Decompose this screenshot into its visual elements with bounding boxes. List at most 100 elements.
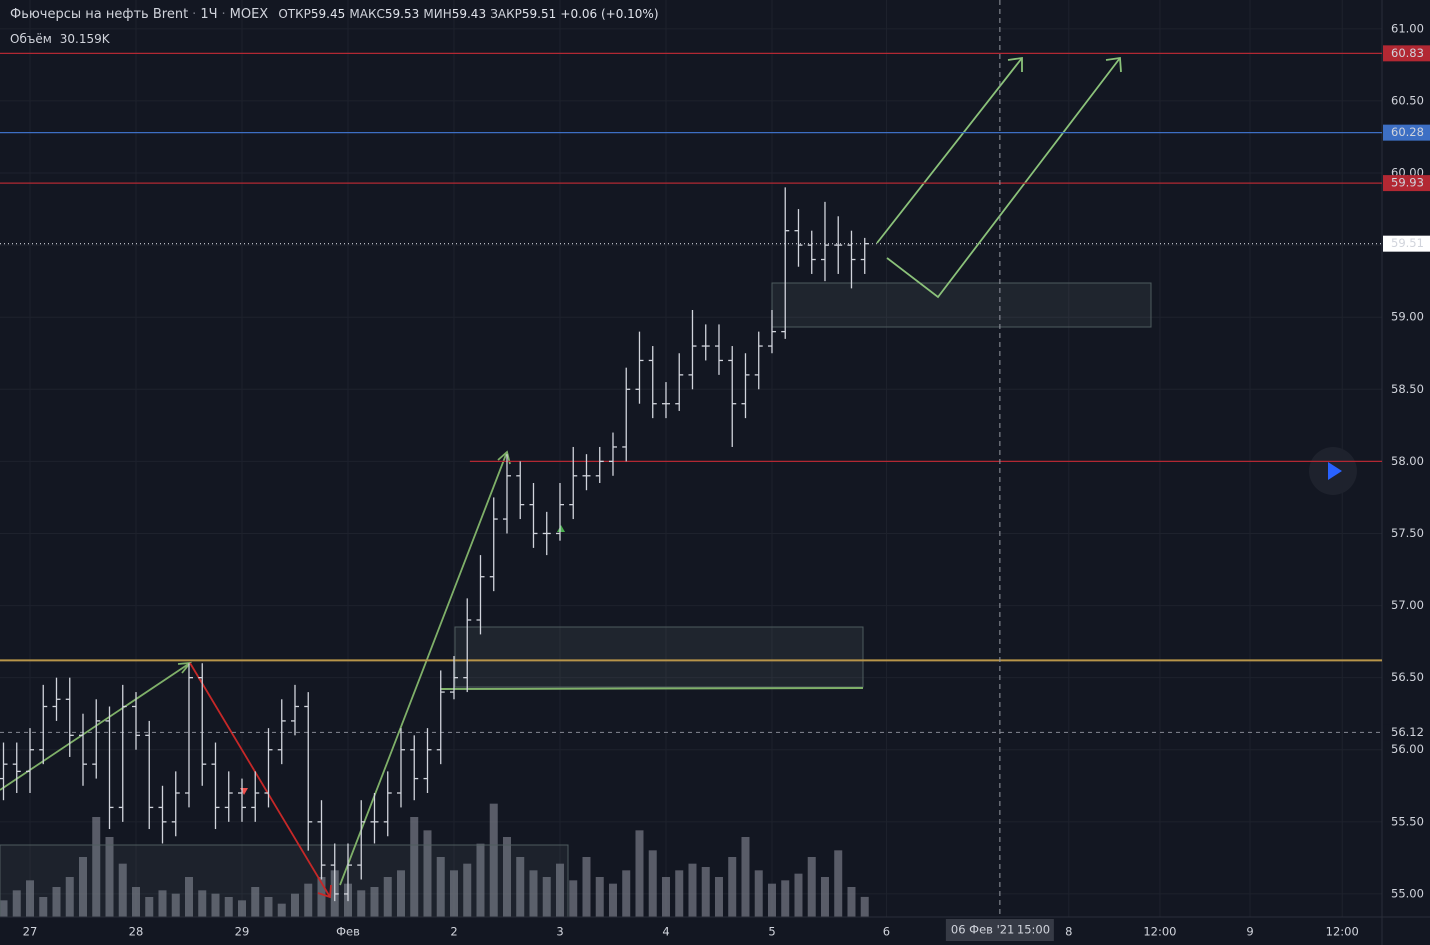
exchange: MOEX: [229, 7, 269, 22]
volume-bar: [542, 877, 551, 917]
arrow-head: [1007, 56, 1023, 72]
background-layer: [0, 0, 1382, 917]
wave-line: [339, 451, 508, 886]
arrow-head: [1105, 56, 1122, 73]
volume-bar: [860, 896, 869, 917]
volume-bar: [237, 900, 246, 917]
price-tag: [1383, 45, 1430, 62]
volume-bar: [158, 890, 167, 917]
volume-bar: [131, 887, 140, 917]
signal-marker: [557, 525, 565, 532]
volume-bar: [224, 897, 233, 917]
volume-bar: [357, 890, 366, 917]
symbol-legend: Фьючерсы на нефть Brent · 1Ч · MOEX ОТКР59.4…: [10, 7, 659, 22]
volume-bar: [0, 900, 8, 917]
price-tag-label: 60.83: [1391, 46, 1424, 60]
y-tick-label: 55.50: [1391, 814, 1424, 828]
volume-bar: [118, 863, 127, 917]
volume-bar: [701, 867, 710, 917]
volume-bar: [145, 897, 154, 917]
volume-bar: [317, 877, 326, 917]
volume-bar: [65, 877, 74, 917]
drawings: [0, 56, 1152, 918]
x-tick-label: 28: [129, 925, 144, 939]
volume-bar: [807, 857, 816, 917]
volume-bar: [502, 837, 511, 917]
zone-box: [454, 626, 864, 688]
arrow-head: [317, 884, 332, 899]
y-tick-label: 58.50: [1391, 382, 1424, 396]
close-label: ЗАКР: [490, 7, 522, 21]
wave-line: [189, 662, 331, 898]
price-tag-label: 60.28: [1391, 125, 1424, 139]
volume-bar: [608, 883, 617, 917]
volume-bar: [675, 870, 684, 917]
x-tick-label: 9: [1246, 925, 1253, 939]
price-tag: [1383, 175, 1430, 192]
volume-bar: [39, 897, 48, 917]
close-value: 59.51: [521, 7, 557, 21]
y-tick-label: 57.00: [1391, 598, 1424, 612]
x-tick-label: 3: [556, 925, 563, 939]
low-label: МИН: [423, 7, 452, 21]
trend-line: [439, 687, 864, 690]
forecast-arrow: [876, 57, 1023, 244]
x-tick-label: 4: [662, 925, 669, 939]
high-label: МАКС: [349, 7, 385, 21]
x-tick-label: Фев: [336, 925, 360, 939]
open-value: 59.45: [310, 7, 346, 21]
volume-bar: [595, 877, 604, 917]
volume-bar: [290, 893, 299, 917]
play-icon[interactable]: [1328, 462, 1342, 480]
volume-bar: [781, 880, 790, 917]
volume-bar: [767, 883, 776, 917]
volume-bar: [105, 837, 114, 917]
volume-bar: [251, 887, 260, 917]
volume-bar: [794, 873, 803, 917]
volume-bar: [476, 843, 485, 917]
volume-bar: [582, 857, 591, 917]
volume-bar: [741, 837, 750, 917]
volume-bar: [529, 870, 538, 917]
y-tick-label: 58.00: [1391, 454, 1424, 468]
x-tick-label: 2: [450, 925, 457, 939]
volume-value: 30.159K: [59, 32, 110, 46]
x-tick-label: 8: [1065, 925, 1072, 939]
volume-bar: [661, 877, 670, 917]
price-tag-label: 56.12: [1391, 725, 1424, 739]
arrow-head: [497, 450, 511, 465]
volume-bar: [92, 817, 101, 917]
volume-bar: [184, 877, 193, 917]
volume-bar: [714, 877, 723, 917]
price-tag-label: 59.51: [1391, 236, 1424, 250]
crosshair-time: 15:00: [1017, 923, 1050, 937]
volume-bar: [728, 857, 737, 917]
volume-bar: [211, 893, 220, 917]
volume-bar: [370, 887, 379, 917]
volume-label[interactable]: Объём: [10, 32, 52, 46]
forecast-arrow: [886, 57, 1121, 299]
price-tag: [1383, 124, 1430, 141]
price-tag-label: 59.93: [1391, 176, 1424, 190]
volume-bar: [52, 887, 61, 917]
low-value: 59.43: [451, 7, 487, 21]
volume-bar: [754, 870, 763, 917]
symbol-title[interactable]: Фьючерсы на нефть Brent: [10, 7, 189, 22]
y-tick-label: 56.50: [1391, 670, 1424, 684]
volume-bar: [410, 817, 419, 917]
zone-box: [771, 282, 1152, 328]
signal-marker: [240, 788, 248, 795]
volume-bar: [304, 883, 313, 917]
x-tick-label: 29: [235, 925, 250, 939]
y-tick-label: 56.00: [1391, 742, 1424, 756]
volume-bar: [277, 903, 286, 917]
volume-bar: [622, 870, 631, 917]
volume-bar: [12, 890, 21, 917]
interval[interactable]: 1Ч: [200, 7, 218, 22]
volume-bar: [489, 803, 498, 917]
x-tick-label: 12:00: [1326, 925, 1359, 939]
volume-bar: [198, 890, 207, 917]
y-tick-label: 57.50: [1391, 526, 1424, 540]
